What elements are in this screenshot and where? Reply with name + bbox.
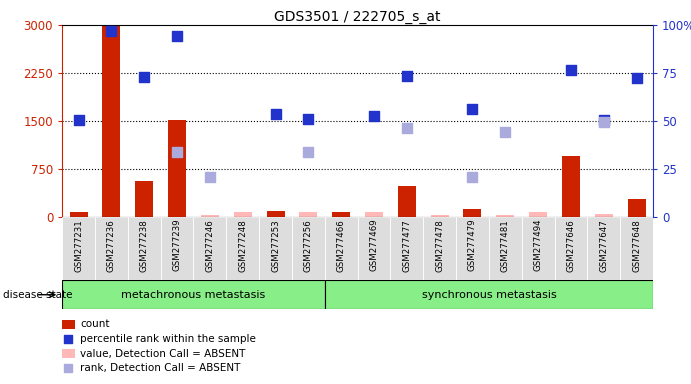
Text: metachronous metastasis: metachronous metastasis — [122, 290, 265, 300]
Bar — [398, 186, 416, 217]
Point — [73, 117, 84, 123]
Text: percentile rank within the sample: percentile rank within the sample — [80, 334, 256, 344]
Point — [565, 67, 576, 73]
Text: GSM277478: GSM277478 — [435, 219, 444, 271]
Bar — [128, 217, 160, 280]
Bar — [456, 217, 489, 280]
Bar — [621, 217, 653, 280]
Text: GSM277647: GSM277647 — [599, 219, 608, 271]
Bar — [325, 280, 653, 309]
Text: rank, Detection Call = ABSENT: rank, Detection Call = ABSENT — [80, 363, 240, 373]
Bar — [522, 217, 554, 280]
Text: GSM277469: GSM277469 — [370, 219, 379, 271]
Bar — [325, 217, 358, 280]
Bar — [168, 120, 186, 217]
Text: GSM277481: GSM277481 — [501, 219, 510, 271]
Text: GSM277479: GSM277479 — [468, 219, 477, 271]
Text: GSM277253: GSM277253 — [271, 219, 280, 271]
Text: GSM277646: GSM277646 — [567, 219, 576, 271]
Text: disease state: disease state — [3, 290, 73, 300]
Point — [303, 149, 314, 155]
Point — [631, 75, 642, 81]
Text: GSM277648: GSM277648 — [632, 219, 641, 271]
Text: GSM277256: GSM277256 — [304, 219, 313, 271]
Bar — [62, 280, 325, 309]
Point — [467, 174, 478, 180]
Point — [205, 174, 216, 180]
Bar — [365, 212, 383, 217]
Point — [171, 149, 182, 155]
Bar — [201, 215, 219, 217]
Bar — [299, 212, 317, 217]
Point — [500, 129, 511, 136]
Bar — [627, 199, 645, 217]
Point — [303, 116, 314, 122]
Bar — [464, 209, 482, 217]
Bar — [332, 212, 350, 217]
Bar — [595, 214, 613, 217]
Bar — [529, 212, 547, 217]
Bar — [358, 217, 390, 280]
Point — [106, 28, 117, 35]
Point — [368, 113, 379, 119]
Point — [598, 119, 609, 125]
Bar — [95, 217, 128, 280]
Point — [401, 125, 413, 131]
Text: synchronous metastasis: synchronous metastasis — [422, 290, 556, 300]
Point — [171, 33, 182, 40]
Bar — [267, 211, 285, 217]
Text: GSM277236: GSM277236 — [107, 219, 116, 271]
Point — [598, 117, 609, 123]
Bar — [430, 215, 448, 217]
Text: value, Detection Call = ABSENT: value, Detection Call = ABSENT — [80, 349, 245, 359]
Text: GSM277248: GSM277248 — [238, 219, 247, 271]
Point — [401, 73, 413, 79]
Bar — [496, 215, 514, 217]
Text: GSM277494: GSM277494 — [533, 219, 542, 271]
Text: GSM277231: GSM277231 — [74, 219, 83, 271]
Text: GSM277246: GSM277246 — [205, 219, 214, 271]
Point — [467, 106, 478, 113]
Bar — [390, 217, 423, 280]
Bar — [234, 212, 252, 217]
Bar — [292, 217, 325, 280]
Text: count: count — [80, 319, 110, 329]
Bar — [193, 217, 227, 280]
Bar — [227, 217, 259, 280]
Text: GSM277239: GSM277239 — [173, 219, 182, 271]
Bar — [160, 217, 193, 280]
Title: GDS3501 / 222705_s_at: GDS3501 / 222705_s_at — [274, 10, 441, 24]
Bar — [135, 181, 153, 217]
Bar — [70, 212, 88, 217]
Bar — [489, 217, 522, 280]
Point — [139, 74, 150, 80]
Bar — [423, 217, 456, 280]
Bar — [62, 217, 95, 280]
Point — [270, 111, 281, 117]
Bar — [587, 217, 621, 280]
Bar — [62, 320, 75, 329]
Text: GSM277477: GSM277477 — [402, 219, 411, 271]
Bar — [62, 349, 75, 358]
Bar — [562, 156, 580, 217]
Bar — [259, 217, 292, 280]
Text: GSM277466: GSM277466 — [337, 219, 346, 271]
Bar — [555, 217, 587, 280]
Bar — [102, 25, 120, 217]
Text: GSM277238: GSM277238 — [140, 219, 149, 271]
